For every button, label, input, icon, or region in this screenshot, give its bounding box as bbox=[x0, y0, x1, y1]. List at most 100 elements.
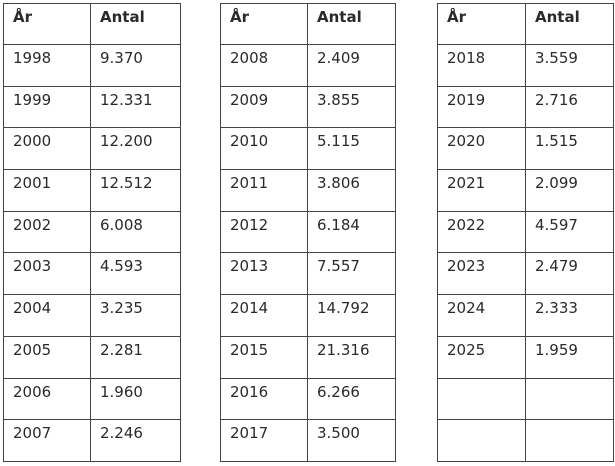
table-cell: 2025 bbox=[437, 335, 526, 379]
table-cell: 1.515 bbox=[525, 127, 614, 171]
header-cell: År bbox=[220, 3, 308, 45]
table-cell: 1.959 bbox=[525, 335, 614, 379]
empty-cell bbox=[437, 419, 526, 462]
table-cell: 1999 bbox=[3, 85, 91, 129]
table-cell: 5.115 bbox=[307, 127, 396, 171]
data-table: År Antal 1998 9.370 1999 12.331 2000 12.200 2001… bbox=[3, 3, 181, 462]
table-row: 2003 4.593 bbox=[3, 252, 181, 296]
empty-row bbox=[437, 377, 614, 421]
empty-row bbox=[437, 419, 614, 462]
table-cell: 2023 bbox=[437, 252, 526, 296]
table-cell: 2016 bbox=[220, 377, 308, 421]
header-cell: Antal bbox=[525, 3, 614, 45]
table-cell: 2005 bbox=[3, 335, 91, 379]
table-cell: 3.235 bbox=[90, 294, 181, 337]
header-cell: Antal bbox=[307, 3, 396, 45]
table-row: 2019 2.716 bbox=[437, 85, 614, 129]
table-cell: 2021 bbox=[437, 169, 526, 212]
table-cell: 2012 bbox=[220, 210, 308, 254]
table-cell: 2020 bbox=[437, 127, 526, 171]
table-cell: 2.479 bbox=[525, 252, 614, 296]
table-row: 2015 21.316 bbox=[220, 335, 396, 379]
table-cell: 21.316 bbox=[307, 335, 396, 379]
table-row: 2000 12.200 bbox=[3, 127, 181, 171]
table-cell: 2.409 bbox=[307, 44, 396, 87]
empty-cell bbox=[525, 419, 614, 462]
table-cell: 2013 bbox=[220, 252, 308, 296]
table-cell: 2007 bbox=[3, 419, 91, 462]
table-row: 2011 3.806 bbox=[220, 169, 396, 212]
table-cell: 2.246 bbox=[90, 419, 181, 462]
header-row: År Antal bbox=[437, 3, 614, 45]
header-row: År Antal bbox=[3, 3, 181, 45]
table-cell: 2009 bbox=[220, 85, 308, 129]
header-cell: År bbox=[437, 3, 526, 45]
table-cell: 2002 bbox=[3, 210, 91, 254]
table-row: 2023 2.479 bbox=[437, 252, 614, 296]
table-cell: 2006 bbox=[3, 377, 91, 421]
table-row: 2012 6.184 bbox=[220, 210, 396, 254]
table-row: 2006 1.960 bbox=[3, 377, 181, 421]
table-row: 2021 2.099 bbox=[437, 169, 614, 212]
table-cell: 2000 bbox=[3, 127, 91, 171]
table-cell: 3.500 bbox=[307, 419, 396, 462]
header-row: År Antal bbox=[220, 3, 396, 45]
table-cell: 6.184 bbox=[307, 210, 396, 254]
header-cell: Antal bbox=[90, 3, 181, 45]
table-row: 2025 1.959 bbox=[437, 335, 614, 379]
table-cell: 14.792 bbox=[307, 294, 396, 337]
header-cell: År bbox=[3, 3, 91, 45]
table-row: 1998 9.370 bbox=[3, 44, 181, 87]
table-row: 2020 1.515 bbox=[437, 127, 614, 171]
table-row: 2002 6.008 bbox=[3, 210, 181, 254]
table-cell: 2017 bbox=[220, 419, 308, 462]
table-cell: 2.716 bbox=[525, 85, 614, 129]
table-cell: 4.597 bbox=[525, 210, 614, 254]
table-row: 2008 2.409 bbox=[220, 44, 396, 87]
table-row: 2005 2.281 bbox=[3, 335, 181, 379]
table-cell: 1998 bbox=[3, 44, 91, 87]
table-cell: 3.855 bbox=[307, 85, 396, 129]
table-row: 1999 12.331 bbox=[3, 85, 181, 129]
table-cell: 9.370 bbox=[90, 44, 181, 87]
table-cell: 2015 bbox=[220, 335, 308, 379]
table-cell: 2024 bbox=[437, 294, 526, 337]
table-cell: 12.512 bbox=[90, 169, 181, 212]
table-cell: 2004 bbox=[3, 294, 91, 337]
table-row: 2001 12.512 bbox=[3, 169, 181, 212]
table-row: 2018 3.559 bbox=[437, 44, 614, 87]
table-cell: 2.281 bbox=[90, 335, 181, 379]
table-cell: 2.333 bbox=[525, 294, 614, 337]
empty-cell bbox=[525, 377, 614, 421]
table-cell: 12.331 bbox=[90, 85, 181, 129]
table-row: 2014 14.792 bbox=[220, 294, 396, 337]
table-cell: 2003 bbox=[3, 252, 91, 296]
table-cell: 6.266 bbox=[307, 377, 396, 421]
table-cell: 2019 bbox=[437, 85, 526, 129]
table-cell: 2010 bbox=[220, 127, 308, 171]
table-cell: 7.557 bbox=[307, 252, 396, 296]
table-cell: 3.559 bbox=[525, 44, 614, 87]
table-cell: 12.200 bbox=[90, 127, 181, 171]
table-row: 2004 3.235 bbox=[3, 294, 181, 337]
empty-cell bbox=[437, 377, 526, 421]
table-row: 2010 5.115 bbox=[220, 127, 396, 171]
table-cell: 3.806 bbox=[307, 169, 396, 212]
table-row: 2013 7.557 bbox=[220, 252, 396, 296]
table-row: 2009 3.855 bbox=[220, 85, 396, 129]
table-cell: 1.960 bbox=[90, 377, 181, 421]
table-cell: 4.593 bbox=[90, 252, 181, 296]
table-cell: 2001 bbox=[3, 169, 91, 212]
table-row: 2007 2.246 bbox=[3, 419, 181, 462]
table-cell: 2022 bbox=[437, 210, 526, 254]
table-cell: 2018 bbox=[437, 44, 526, 87]
table-row: 2017 3.500 bbox=[220, 419, 396, 462]
data-table: År Antal 2008 2.409 2009 3.855 2010 5.115 2011 3.… bbox=[220, 3, 396, 462]
table-cell: 2.099 bbox=[525, 169, 614, 212]
table-cell: 6.008 bbox=[90, 210, 181, 254]
table-row: 2024 2.333 bbox=[437, 294, 614, 337]
table-cell: 2008 bbox=[220, 44, 308, 87]
data-table: År Antal 2018 3.559 2019 2.716 2020 1.515 2021 2.… bbox=[437, 3, 614, 462]
table-row: 2016 6.266 bbox=[220, 377, 396, 421]
